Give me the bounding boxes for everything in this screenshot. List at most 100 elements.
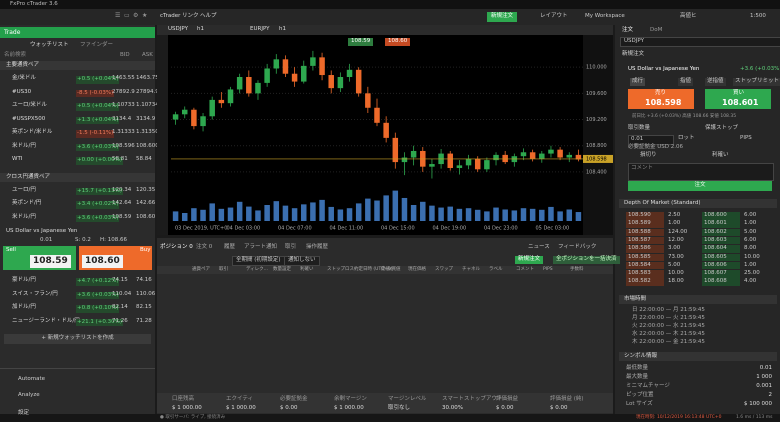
workspace-menu[interactable]: My Workspace	[585, 13, 625, 19]
volume-bar	[172, 211, 179, 221]
y-tick-label: 108.400	[586, 169, 607, 175]
symbol-name[interactable]: 金/米ドル	[12, 75, 36, 81]
symbol-name[interactable]: 加ドル/円	[12, 304, 36, 310]
protect-label[interactable]: 保護ストップ	[705, 125, 739, 131]
chart-tab[interactable]: USDJPY	[168, 26, 188, 32]
symbol-name[interactable]: #US30	[12, 88, 32, 95]
filter-dropdown[interactable]: 通知しない	[284, 256, 320, 266]
stop-loss[interactable]: 損切り	[640, 152, 657, 158]
menu-item[interactable]: ヘルプ	[200, 13, 217, 19]
table-column: 数量設定	[273, 267, 291, 272]
group-header-bg	[0, 172, 155, 182]
candle-body	[493, 154, 499, 161]
symbol-name[interactable]: ユーロ/円	[12, 186, 36, 193]
symbol-info-label: 最低数量	[626, 365, 649, 371]
chart-tab[interactable]: h1	[197, 26, 204, 32]
table-column: 建値/買値	[381, 267, 401, 272]
section-title[interactable]: Depth Of Market (Standard)	[624, 200, 701, 206]
toolbar-icon[interactable]: ▭	[124, 12, 130, 19]
bottom-tab[interactable]: 操作履歴	[306, 244, 329, 250]
search-box[interactable]: 名前検索	[4, 52, 27, 58]
bottom-tab[interactable]: 注文 0	[196, 244, 213, 250]
section-title[interactable]: 市場時間	[624, 296, 647, 302]
dom-ask-price: 108.608	[702, 278, 740, 286]
right-buy-label[interactable]: 買い	[733, 90, 745, 96]
watchlist-tab[interactable]: ウォッチリスト	[30, 42, 69, 48]
candle-body	[548, 149, 554, 154]
group-header[interactable]: 主要通貨ペア	[6, 62, 40, 68]
candle-body	[429, 164, 435, 167]
symbol-bid: 3134.4	[112, 115, 132, 122]
nav-item[interactable]: Analyze	[18, 392, 40, 398]
submit-button[interactable]: 注文	[628, 181, 772, 191]
chart-tab[interactable]: h1	[279, 26, 286, 32]
right-tab[interactable]: DoM	[650, 27, 663, 33]
symbol-name[interactable]: 英ポンド/米ドル	[12, 129, 53, 135]
bottom-tab[interactable]: 履歴	[224, 244, 236, 250]
symbol-info-value: 0.01	[759, 365, 772, 371]
symbol-name[interactable]: ニュージーランド・ドル/円	[12, 317, 80, 324]
quick-buy[interactable]: 108.60	[385, 38, 411, 46]
bottom-new-order[interactable]: 新規注文	[515, 256, 544, 264]
volume-bar	[374, 200, 380, 221]
order-type-tab[interactable]: ストップリミット	[733, 78, 780, 86]
symbol-name[interactable]: 豪ドル/円	[12, 277, 36, 283]
layout-menu[interactable]: レイアウト	[540, 13, 568, 19]
right-tab[interactable]: 注文	[622, 27, 634, 33]
toolbar-icon[interactable]: ☰	[115, 12, 121, 19]
buy-price[interactable]: 108.60	[82, 255, 123, 268]
sell-label[interactable]: Sell	[6, 247, 16, 253]
right-sell-price[interactable]: 108.598	[645, 98, 682, 107]
candle-body	[246, 77, 252, 94]
toolbar-icon[interactable]: ⚙	[133, 12, 139, 19]
bottom-tab[interactable]: 取引	[285, 244, 297, 250]
section-title[interactable]: シンボル情報	[624, 353, 658, 359]
order-type-tab[interactable]: 成行	[630, 78, 646, 86]
new-order-button[interactable]: 新規注文	[487, 12, 518, 22]
right-sell-label[interactable]: 売り	[655, 90, 667, 96]
symbol-name[interactable]: ユーロ/米ドル	[12, 102, 47, 108]
x-tick-label: 05 Dec 03:00	[536, 226, 570, 232]
symbol-name[interactable]: スイス・フラン/円	[12, 290, 58, 297]
candle-body	[209, 99, 215, 117]
symbol-change: +3.6 (+0.03%)	[76, 291, 120, 299]
buy-label[interactable]: Buy	[140, 247, 151, 253]
volume-bar	[383, 195, 389, 221]
symbol-name[interactable]: 米ドル/円	[12, 213, 36, 220]
close-all-button[interactable]: 全ポジションを一括決済	[553, 256, 620, 264]
comment-box[interactable]: コメント	[628, 163, 774, 181]
order-type-tab[interactable]: 指値	[678, 78, 694, 86]
order-type-tab[interactable]: 逆指値	[705, 78, 726, 86]
bottom-tab[interactable]: ポジション 0	[160, 244, 193, 250]
chart-tab[interactable]: EURJPY	[250, 26, 270, 32]
qty-input[interactable]: 0.01	[628, 135, 674, 145]
menu-item[interactable]: リンク	[182, 13, 199, 19]
bottom-tab[interactable]: アラート通知	[244, 244, 278, 250]
news-tab[interactable]: ニュース	[528, 244, 550, 250]
volume-bar	[502, 209, 508, 221]
current-price-label: 108.598	[586, 156, 607, 162]
toolbar-icon[interactable]: ★	[142, 12, 148, 19]
symbol-name[interactable]: WTI	[12, 156, 23, 162]
take-profit[interactable]: 利確い	[712, 152, 729, 158]
filter-dropdown[interactable]: 全期間 (初期設定)	[232, 256, 285, 266]
symbol-name[interactable]: 英ポンド/円	[12, 200, 42, 206]
dom-bid-volume: 1.00	[668, 220, 681, 227]
nav-item[interactable]: Automate	[18, 376, 46, 382]
watchlist-tab[interactable]: ファインダー	[80, 42, 114, 48]
quick-sell[interactable]: 108.59	[348, 38, 374, 46]
nav-item[interactable]: 設定	[18, 410, 30, 416]
dom-bid-price: 108.586	[626, 245, 664, 253]
symbol-select[interactable]: USDJPY	[620, 37, 780, 47]
new-watchlist-button[interactable]: + 新規ウォッチリストを作成	[4, 334, 151, 344]
trade-header[interactable]: Trade	[0, 27, 155, 38]
group-header[interactable]: クロス円通貨ペア	[6, 173, 51, 180]
symbol-name[interactable]: 米ドル/円	[12, 142, 36, 149]
symbol-name[interactable]: #USSPX500	[12, 115, 46, 122]
right-buy-price[interactable]: 108.601	[722, 98, 759, 107]
sell-price[interactable]: 108.59	[30, 255, 71, 268]
bottom-panel	[157, 238, 613, 414]
menu-item[interactable]: cTrader	[160, 13, 181, 19]
feedback-tab[interactable]: フィードバック	[558, 244, 597, 250]
dom-bid-volume: 10.00	[668, 270, 684, 277]
